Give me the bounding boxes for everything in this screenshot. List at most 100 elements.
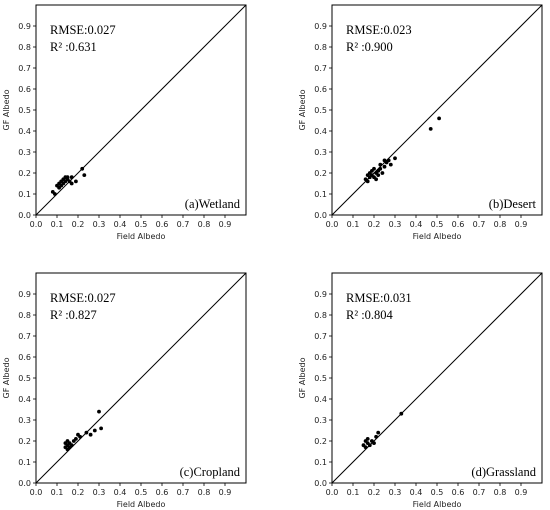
x-tick-label: 0.5 bbox=[431, 488, 444, 497]
y-tick-label: 0.5 bbox=[18, 374, 31, 383]
panel-label: (b)Desert bbox=[489, 197, 537, 211]
y-tick-label: 0.9 bbox=[314, 22, 327, 31]
data-point bbox=[363, 445, 368, 450]
data-point bbox=[428, 126, 433, 131]
y-tick-label: 0.0 bbox=[18, 479, 31, 488]
data-point bbox=[69, 181, 74, 186]
scatter-panel: 0.0 0.1 0.2 0.3 0.4 0.5 0.6 0.7 0.8 0.9 0.0 0.1 0.2 0… bbox=[2, 4, 247, 241]
data-point bbox=[82, 173, 87, 178]
y-tick-label: 0.7 bbox=[314, 64, 327, 73]
x-tick-label: 0.2 bbox=[368, 220, 381, 229]
y-tick-label: 0.1 bbox=[314, 190, 327, 199]
x-tick-label: 0.7 bbox=[473, 220, 486, 229]
x-tick-label: 0.7 bbox=[177, 220, 190, 229]
y-tick-label: 0.3 bbox=[18, 148, 31, 157]
x-tick-label: 0.1 bbox=[347, 488, 360, 497]
r2-annotation: R² :0.631 bbox=[50, 40, 97, 54]
data-point bbox=[386, 158, 391, 163]
y-tick-label: 0.3 bbox=[314, 148, 327, 157]
y-axis-title: GF Albedo bbox=[2, 357, 11, 398]
x-tick-label: 0.1 bbox=[347, 220, 360, 229]
rmse-annotation: RMSE:0.031 bbox=[346, 291, 412, 305]
panel-label: (a)Wetland bbox=[185, 197, 241, 211]
x-tick-label: 0.9 bbox=[515, 488, 528, 497]
data-point bbox=[374, 177, 378, 182]
x-tick-label: 0.9 bbox=[219, 220, 232, 229]
y-tick-label: 0.1 bbox=[18, 458, 31, 467]
x-tick-label: 0.4 bbox=[410, 488, 423, 497]
data-point bbox=[92, 428, 97, 433]
data-point bbox=[365, 179, 370, 184]
data-point bbox=[382, 164, 387, 169]
y-tick-label: 0.6 bbox=[314, 353, 327, 362]
x-tick-label: 0.6 bbox=[452, 220, 465, 229]
data-point bbox=[374, 434, 378, 439]
y-tick-label: 0.5 bbox=[314, 374, 327, 383]
x-tick-label: 0.1 bbox=[51, 488, 64, 497]
y-tick-label: 0.4 bbox=[314, 395, 327, 404]
data-point bbox=[399, 411, 404, 416]
y-tick-label: 0.2 bbox=[314, 437, 327, 446]
data-point bbox=[393, 156, 397, 161]
rmse-annotation: RMSE:0.027 bbox=[50, 23, 116, 37]
data-point bbox=[88, 432, 93, 437]
y-axis-title: GF Albedo bbox=[2, 89, 11, 130]
x-tick-label: 0.3 bbox=[93, 220, 106, 229]
y-tick-label: 0.4 bbox=[314, 127, 327, 136]
scatter-panel: 0.0 0.1 0.2 0.3 0.4 0.5 0.6 0.7 0.8 0.9 0.0 0.1 0.2 0… bbox=[298, 272, 543, 509]
x-tick-label: 0.0 bbox=[326, 488, 339, 497]
x-tick-label: 0.3 bbox=[389, 488, 402, 497]
y-tick-label: 0.7 bbox=[18, 332, 31, 341]
data-point bbox=[53, 192, 57, 196]
x-tick-label: 0.5 bbox=[431, 220, 444, 229]
y-tick-label: 0.4 bbox=[18, 127, 31, 136]
data-point bbox=[380, 171, 385, 175]
x-tick-label: 0.6 bbox=[156, 220, 169, 229]
x-tick-label: 0.3 bbox=[389, 220, 402, 229]
data-point bbox=[65, 175, 70, 180]
x-tick-label: 0.6 bbox=[452, 488, 465, 497]
r2-annotation: R² :0.827 bbox=[50, 308, 97, 322]
x-tick-label: 0.8 bbox=[198, 488, 211, 497]
y-tick-label: 0.6 bbox=[314, 85, 327, 94]
y-tick-label: 0.0 bbox=[314, 211, 327, 220]
data-point bbox=[84, 430, 89, 435]
x-tick-label: 0.4 bbox=[410, 220, 423, 229]
data-point bbox=[74, 437, 78, 441]
panel-label: (c)Cropland bbox=[180, 465, 241, 479]
x-tick-label: 0.1 bbox=[51, 220, 64, 229]
y-tick-label: 0.2 bbox=[18, 169, 31, 178]
y-tick-label: 0.6 bbox=[18, 353, 31, 362]
y-tick-label: 0.7 bbox=[314, 332, 327, 341]
y-tick-label: 0.3 bbox=[18, 416, 31, 425]
data-point bbox=[388, 162, 393, 167]
data-point bbox=[69, 443, 74, 448]
y-tick-label: 0.0 bbox=[314, 479, 327, 488]
x-tick-label: 0.9 bbox=[219, 488, 232, 497]
x-axis-title: Field Albedo bbox=[117, 500, 166, 509]
data-point bbox=[372, 166, 376, 171]
data-point bbox=[367, 443, 372, 448]
y-tick-label: 0.7 bbox=[18, 64, 31, 73]
x-tick-label: 0.2 bbox=[368, 488, 381, 497]
y-tick-label: 0.5 bbox=[314, 106, 327, 115]
x-tick-label: 0.5 bbox=[135, 488, 148, 497]
y-tick-label: 0.9 bbox=[18, 22, 31, 31]
y-tick-label: 0.2 bbox=[314, 169, 327, 178]
y-tick-label: 0.5 bbox=[18, 106, 31, 115]
data-point bbox=[97, 409, 101, 414]
y-tick-label: 0.1 bbox=[314, 458, 327, 467]
reference-line bbox=[35, 4, 247, 216]
data-point bbox=[378, 162, 383, 167]
x-axis-title: Field Albedo bbox=[413, 232, 462, 241]
data-point bbox=[99, 426, 103, 431]
x-axis-title: Field Albedo bbox=[117, 232, 166, 241]
y-tick-label: 0.2 bbox=[18, 437, 31, 446]
data-point bbox=[74, 179, 78, 184]
data-point bbox=[78, 434, 82, 439]
x-tick-label: 0.8 bbox=[494, 220, 507, 229]
x-tick-label: 0.4 bbox=[114, 488, 127, 497]
panel-label: (d)Grassland bbox=[471, 465, 536, 479]
x-tick-label: 0.2 bbox=[72, 220, 85, 229]
